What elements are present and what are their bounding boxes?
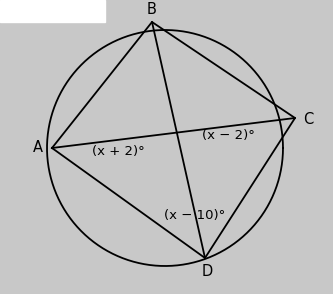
Text: (x − 2)°: (x − 2)° (201, 128, 254, 141)
Text: (x − 10)°: (x − 10)° (165, 208, 226, 221)
Text: C: C (303, 113, 313, 128)
Bar (0, 0, 105, 22)
Text: A: A (33, 141, 43, 156)
Text: (x + 2)°: (x + 2)° (92, 146, 145, 158)
Text: B: B (147, 1, 157, 16)
Text: D: D (201, 263, 213, 278)
